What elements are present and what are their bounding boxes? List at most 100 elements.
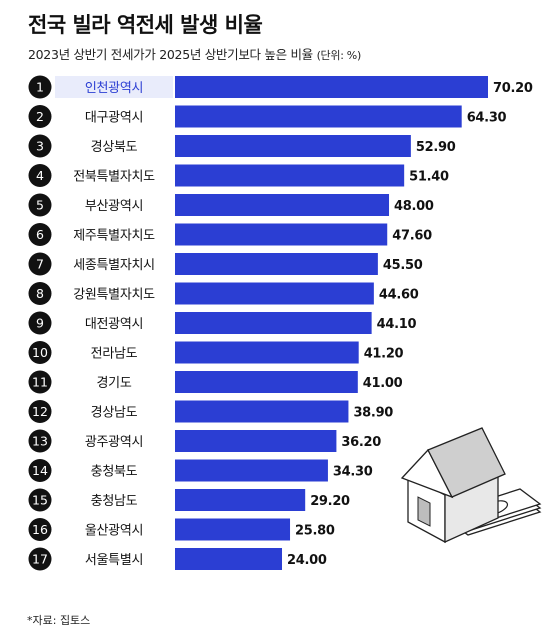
rank-number: 16 (32, 522, 48, 537)
value-label: 34.30 (333, 465, 373, 480)
rank-circle (28, 134, 52, 158)
bar (175, 76, 488, 98)
rank-circle (28, 400, 52, 423)
bar (175, 105, 462, 128)
category-label: 충청남도 (91, 494, 138, 509)
rank-circle (28, 105, 52, 128)
highlight-label-bg (55, 76, 173, 98)
bar (175, 430, 337, 452)
rank-number: 9 (36, 316, 44, 331)
value-label: 24.00 (287, 553, 327, 568)
category-label: 전라남도 (91, 347, 138, 362)
bar (175, 400, 349, 423)
bar (175, 194, 390, 216)
unit-note: (단위: %) (316, 49, 362, 62)
source-note: *자료: 집토스 (27, 614, 91, 627)
rank-circle (28, 311, 52, 335)
bar (175, 341, 359, 364)
category-label: 세종특별자치시 (73, 258, 155, 273)
bar (175, 518, 291, 541)
rank-number: 17 (32, 552, 48, 567)
rank-circle (28, 252, 52, 276)
bar-row: 3 경상북도 52.90 (28, 134, 456, 158)
rank-number: 10 (32, 345, 48, 360)
bar-row: 8 강원특별자치도 44.60 (28, 282, 419, 305)
value-label: 41.00 (363, 376, 403, 391)
value-label: 44.10 (377, 317, 417, 332)
rank-circle (28, 429, 52, 453)
value-label: 41.20 (364, 347, 404, 362)
bar-row: 4 전북특별자치도 51.40 (28, 164, 449, 187)
rank-number: 13 (32, 434, 48, 449)
bar (175, 164, 405, 187)
value-label: 70.20 (493, 81, 533, 96)
category-label: 경기도 (97, 376, 132, 391)
rank-number: 3 (36, 139, 44, 154)
bar-row: 2 대구광역시 64.30 (28, 105, 507, 128)
bar (175, 223, 388, 246)
bar-row: 6 제주특별자치도 47.60 (28, 223, 432, 246)
rank-number: 4 (36, 168, 44, 183)
bar (175, 135, 411, 157)
category-label: 강원특별자치도 (73, 288, 155, 303)
rank-number: 1 (36, 80, 44, 95)
rank-circle (28, 370, 52, 394)
rank-number: 8 (36, 286, 44, 301)
bar-row: 1 인천광역시 70.20 (28, 75, 533, 99)
bar-row: 5 부산광역시 48.00 (28, 193, 434, 217)
rank-circle (28, 282, 52, 305)
bar-row: 12 경상남도 38.90 (28, 400, 394, 423)
bar (175, 548, 283, 570)
house-money-illustration (400, 427, 542, 544)
category-label: 광주광역시 (85, 435, 143, 450)
category-label: 부산광역시 (85, 199, 143, 214)
category-label: 울산광역시 (85, 524, 143, 539)
subtitle-text: 2023년 상반기 전세가가 2025년 상반기보다 높은 비율 (28, 47, 313, 62)
category-label: 서울특별시 (85, 553, 143, 568)
rank-circle (28, 193, 52, 217)
rank-number: 15 (32, 493, 48, 508)
value-label: 25.80 (295, 524, 335, 539)
bar-row: 16 울산광역시 25.80 (28, 518, 335, 541)
value-label: 64.30 (467, 111, 507, 126)
value-label: 36.20 (341, 435, 381, 450)
bar-row: 11 경기도 41.00 (28, 370, 403, 394)
chart-subtitle: 2023년 상반기 전세가가 2025년 상반기보다 높은 비율 (단위: %) (28, 44, 361, 63)
rank-circle (28, 488, 52, 512)
rank-circle (28, 518, 52, 541)
rank-number: 6 (36, 227, 44, 242)
bar (175, 371, 358, 393)
bar (175, 312, 372, 334)
bar (175, 489, 306, 511)
rank-circle (28, 164, 52, 187)
category-label: 전북특별자치도 (73, 170, 155, 185)
bar-row: 15 충청남도 29.20 (28, 488, 350, 512)
chart-title: 전국 빌라 역전세 발생 비율 (28, 13, 263, 37)
bar-row: 13 광주광역시 36.20 (28, 429, 382, 453)
rank-number: 12 (32, 404, 48, 419)
value-label: 38.90 (353, 406, 393, 421)
category-label: 대구광역시 (85, 111, 143, 126)
category-label: 충청북도 (91, 465, 138, 480)
value-label: 45.50 (383, 258, 423, 273)
bar-row: 14 충청북도 34.30 (28, 459, 373, 482)
category-label: 대전광역시 (85, 317, 143, 332)
category-label: 인천광역시 (85, 81, 143, 96)
value-label: 51.40 (409, 170, 449, 185)
value-label: 29.20 (310, 494, 350, 509)
bar-row: 7 세종특별자치시 45.50 (28, 252, 423, 276)
bar-row: 17 서울특별시 24.00 (28, 547, 327, 571)
rank-number: 14 (32, 463, 48, 478)
category-label: 경상북도 (91, 140, 138, 155)
rank-number: 11 (32, 375, 48, 390)
rank-circle (28, 223, 52, 246)
rank-number: 5 (36, 198, 44, 213)
rank-circle (28, 341, 52, 364)
bar (175, 459, 328, 482)
rank-circle (28, 547, 52, 571)
rank-number: 7 (36, 257, 44, 272)
value-label: 44.60 (379, 288, 419, 303)
rank-circle (28, 459, 52, 482)
bar-row: 10 전라남도 41.20 (28, 341, 404, 364)
